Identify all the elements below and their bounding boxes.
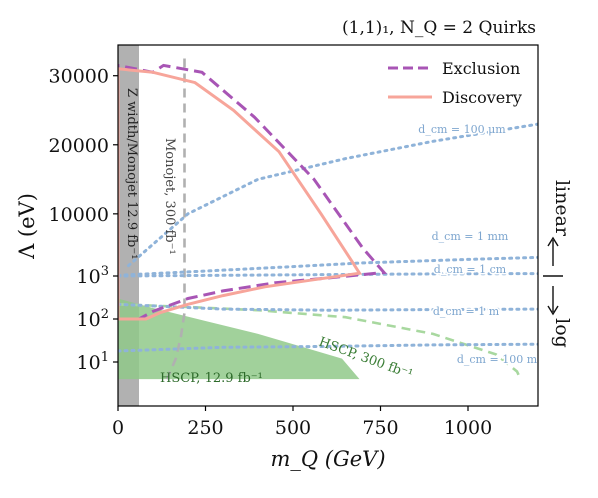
x-tick-label: 500 xyxy=(275,417,311,439)
y-tick-label: 101 xyxy=(77,350,109,374)
chart-title: (1,1)₁, N_Q = 2 Quirks xyxy=(342,18,536,38)
y-axis-label: Λ (eV) xyxy=(15,193,39,260)
y-tick-label: 20000 xyxy=(49,135,109,157)
legend-label-exclusion: Exclusion xyxy=(442,59,520,78)
monojet-300-curve xyxy=(165,58,186,380)
x-tick-label: 250 xyxy=(187,417,223,439)
plot-frame xyxy=(117,44,539,407)
x-tick-label: 1000 xyxy=(444,417,492,439)
dcm-label-4: d_cm = 100 m xyxy=(457,353,538,366)
x-tick-label: 0 xyxy=(112,417,124,439)
x-axis-label: m_Q (GeV) xyxy=(270,447,385,471)
z-width-monojet-label: Z width/Monojet 12.9 fb⁻¹ xyxy=(124,88,139,259)
side-label-lower: log xyxy=(551,318,573,348)
monojet-300-label: Monojet, 300 fb⁻¹ xyxy=(162,138,177,255)
side-scale-up-arrowhead xyxy=(547,236,559,247)
y-tick-label: 30000 xyxy=(49,66,109,88)
dcm-contour-3 xyxy=(118,302,538,312)
y-tick-label: 102 xyxy=(77,307,109,331)
dcm-contour-4 xyxy=(118,342,538,353)
dcm-label-2: d_cm = 1 cm xyxy=(434,263,507,276)
hscp-12-9-label: HSCP, 12.9 fb⁻¹ xyxy=(160,371,263,386)
dcm-label-0: d_cm = 100 μm xyxy=(418,123,506,136)
discovery-curve xyxy=(118,67,363,321)
hscp-12-9-region xyxy=(118,298,360,380)
x-tick-label: 750 xyxy=(362,417,398,439)
side-label-upper: linear xyxy=(551,180,573,237)
y-tick-label: 103 xyxy=(77,264,109,288)
dcm-label-1: d_cm = 1 mm xyxy=(432,230,509,243)
dcm-contour-1 xyxy=(118,255,538,277)
legend-label-discovery: Discovery xyxy=(442,88,522,107)
hscp-300-curve xyxy=(118,303,522,380)
dcm-label-3: d_cm = 1 m xyxy=(433,305,500,318)
side-scale-down-arrowhead xyxy=(547,305,559,316)
dcm-contour-2 xyxy=(118,272,538,278)
exclusion-curve xyxy=(118,63,388,321)
dcm-contour-0 xyxy=(127,122,538,268)
y-tick-label: 10000 xyxy=(49,204,109,226)
